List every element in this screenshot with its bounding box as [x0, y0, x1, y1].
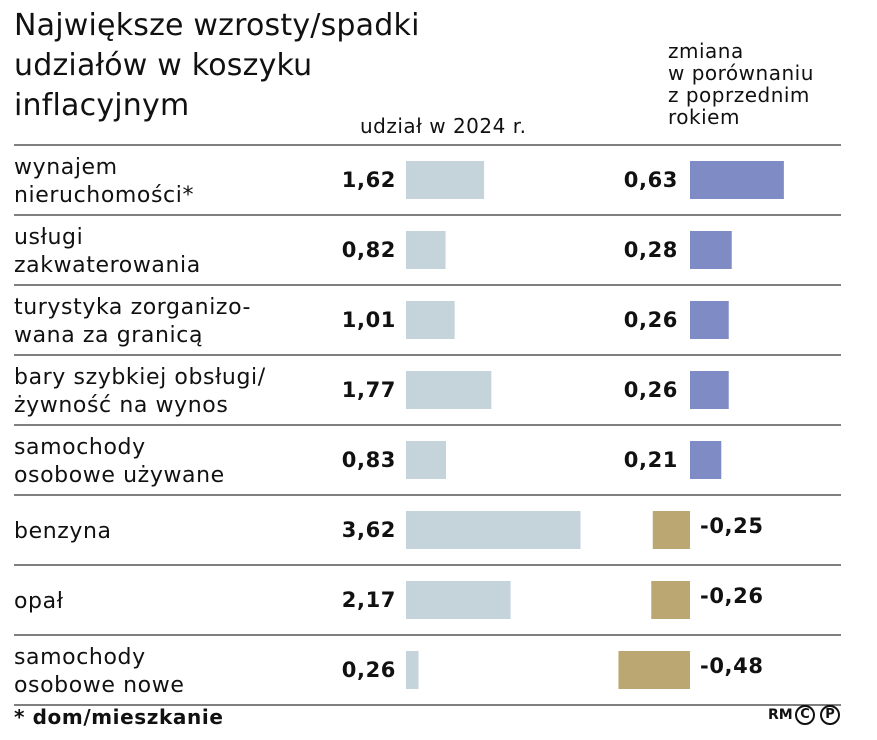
share-value-label: 0,83 — [342, 448, 396, 472]
category-label: wana za granicą — [14, 323, 203, 348]
category-label: żywność na wynos — [14, 393, 228, 418]
category-label: opał — [14, 589, 64, 614]
change-bar — [690, 231, 732, 269]
change-value-label: 0,26 — [624, 308, 678, 332]
share-column-header: udział w 2024 r. — [360, 114, 527, 138]
share-bar — [406, 581, 511, 619]
credit-label: RM — [768, 707, 793, 723]
share-bar — [406, 651, 419, 689]
category-label: samochody — [14, 645, 146, 670]
category-label: wynajem — [14, 155, 118, 180]
change-value-label: -0,26 — [700, 584, 764, 608]
category-label: samochody — [14, 435, 146, 460]
share-value-label: 2,17 — [342, 588, 396, 612]
change-value-label: 0,28 — [624, 238, 678, 262]
share-bar — [406, 161, 485, 199]
share-value-label: 0,82 — [342, 238, 396, 262]
share-bar — [406, 231, 446, 269]
category-label: benzyna — [14, 519, 112, 544]
category-label: osobowe używane — [14, 463, 225, 488]
change-column-header: zmiana w porównaniu z poprzednim rokiem — [668, 39, 814, 129]
change-bar — [652, 511, 690, 549]
share-value-label: 1,01 — [342, 308, 396, 332]
chart-title: Największe wzrosty/spadki udziałów w kos… — [14, 8, 420, 123]
change-bar — [618, 651, 690, 689]
share-value-label: 1,62 — [342, 168, 396, 192]
phonogram-icon: P — [820, 705, 840, 725]
share-value-label: 1,77 — [342, 378, 396, 402]
copyright-icon: C — [795, 705, 815, 725]
change-value-label: -0,25 — [700, 514, 764, 538]
share-value-label: 0,26 — [342, 658, 396, 682]
category-label: nieruchomości* — [14, 183, 194, 208]
share-bar — [406, 301, 455, 339]
share-bar — [406, 371, 492, 409]
change-value-label: 0,21 — [624, 448, 678, 472]
change-value-label: -0,48 — [700, 654, 764, 678]
share-bar — [406, 441, 447, 479]
footnote: * dom/mieszkanie — [14, 705, 224, 729]
change-bar — [690, 161, 784, 199]
change-bar — [651, 581, 690, 619]
category-label: bary szybkiej obsługi/ — [14, 365, 266, 390]
change-bar — [690, 371, 729, 409]
change-value-label: 0,63 — [624, 168, 678, 192]
share-value-label: 3,62 — [342, 518, 396, 542]
share-bar — [406, 511, 581, 549]
category-label: usługi — [14, 225, 83, 250]
change-bar — [690, 301, 729, 339]
category-label: zakwaterowania — [14, 253, 201, 278]
category-label: osobowe nowe — [14, 673, 184, 698]
category-label: turystyka zorganizo- — [14, 295, 251, 320]
change-value-label: 0,26 — [624, 378, 678, 402]
change-bar — [690, 441, 722, 479]
